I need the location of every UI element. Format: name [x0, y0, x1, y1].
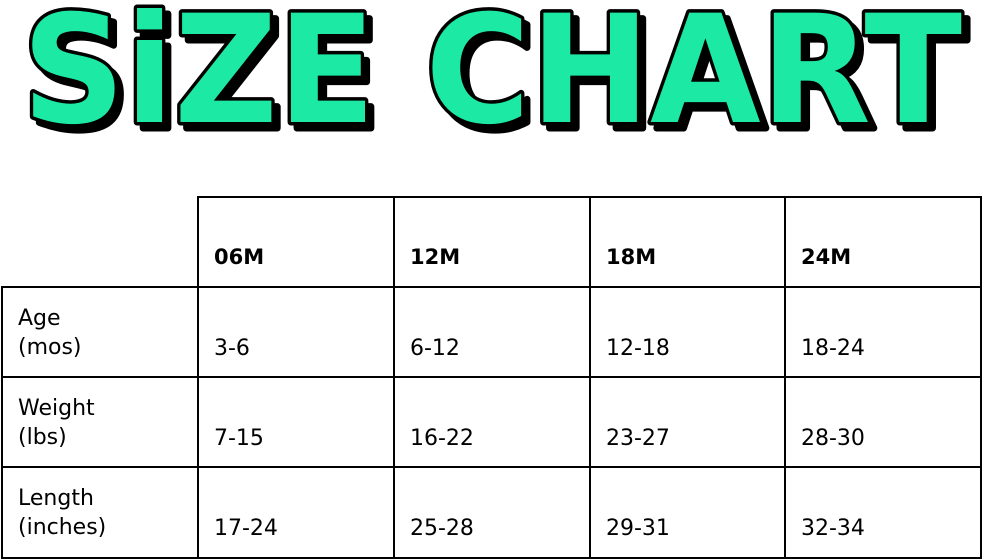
- title-logo: SiZE CHART: [19, 0, 966, 160]
- cell-value: 23-27: [606, 426, 670, 451]
- cell-value: 32-34: [801, 516, 865, 541]
- table-cell: [589, 376, 786, 468]
- table-cell: [393, 466, 591, 559]
- column-header: 24M: [801, 245, 852, 269]
- table-cell: [784, 466, 982, 559]
- cell-value: 16-22: [410, 426, 474, 451]
- table-cell: [393, 286, 591, 378]
- cell-value: 17-24: [214, 516, 278, 541]
- table-cell: [589, 286, 786, 378]
- table-cell: [197, 376, 395, 468]
- table-cell: [197, 466, 395, 559]
- row-label: Age: [18, 306, 61, 331]
- cell-value: 18-24: [801, 336, 865, 361]
- cell-value: 7-15: [214, 426, 264, 451]
- table-cell: [784, 376, 982, 468]
- table-cell: [589, 466, 786, 559]
- table-cell: [197, 286, 395, 378]
- column-header-cell: [393, 196, 591, 288]
- cell-value: 3-6: [214, 336, 250, 361]
- page-title: SiZE CHART: [22, 0, 962, 158]
- row-label-unit: (lbs): [18, 425, 67, 450]
- table-cell: [393, 376, 591, 468]
- row-label-unit: (inches): [18, 515, 107, 540]
- cell-value: 28-30: [801, 426, 865, 451]
- cell-value: 29-31: [606, 516, 670, 541]
- row-label: Weight: [18, 396, 95, 421]
- cell-value: 12-18: [606, 336, 670, 361]
- row-label-unit: (mos): [18, 335, 82, 360]
- column-header-cell: [197, 196, 395, 288]
- column-header-cell: [784, 196, 982, 288]
- column-header: 18M: [606, 245, 657, 269]
- column-header-cell: [589, 196, 786, 288]
- cell-value: 25-28: [410, 516, 474, 541]
- column-header: 06M: [214, 245, 265, 269]
- row-label: Length: [18, 486, 94, 511]
- column-header: 12M: [410, 245, 461, 269]
- cell-value: 6-12: [410, 336, 460, 361]
- table-cell: [784, 286, 982, 378]
